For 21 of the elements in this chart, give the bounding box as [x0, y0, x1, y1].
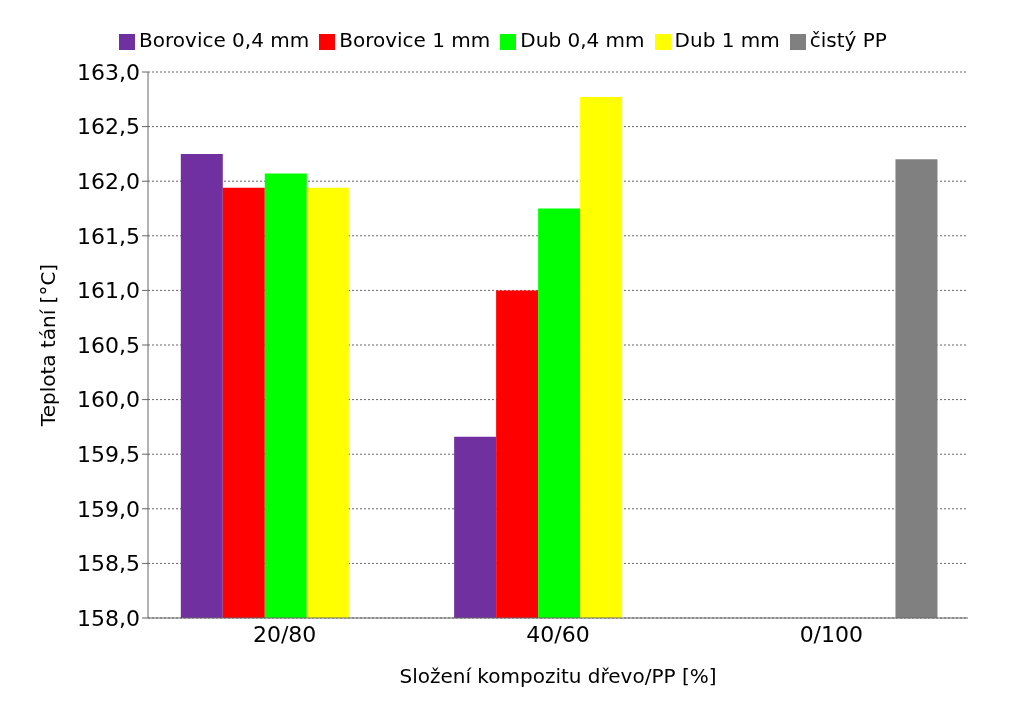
legend-label: Dub 0,4 mm	[520, 28, 645, 52]
x-axis-title: Složení kompozitu dřevo/PP [%]	[399, 664, 717, 688]
y-tick-label: 161,5	[77, 223, 140, 249]
x-tick-label: 40/60	[526, 621, 590, 647]
y-tick-label: 162,5	[77, 114, 140, 140]
y-tick-label: 162,0	[77, 169, 140, 195]
y-tick-label: 159,5	[77, 442, 140, 468]
y-tick-label: 160,0	[77, 387, 140, 413]
x-tick-label: 20/80	[252, 621, 317, 647]
legend-label: Borovice 0,4 mm	[139, 28, 310, 52]
y-tick-label: 158,5	[77, 551, 140, 577]
y-tick-label: 159,0	[77, 496, 140, 522]
y-tick-label: 163,0	[77, 59, 140, 85]
legend-label: Borovice 1 mm	[339, 28, 491, 52]
y-axis-title: Teplota tání [°C]	[36, 263, 61, 428]
y-tick-label: 158,0	[77, 605, 140, 631]
y-tick-label: 160,5	[77, 332, 140, 358]
x-tick-label: 0/100	[799, 621, 864, 647]
legend-label: Dub 1 mm	[674, 28, 780, 52]
legend-label: čistý PP	[809, 28, 887, 52]
y-tick-label: 161,0	[77, 278, 140, 304]
